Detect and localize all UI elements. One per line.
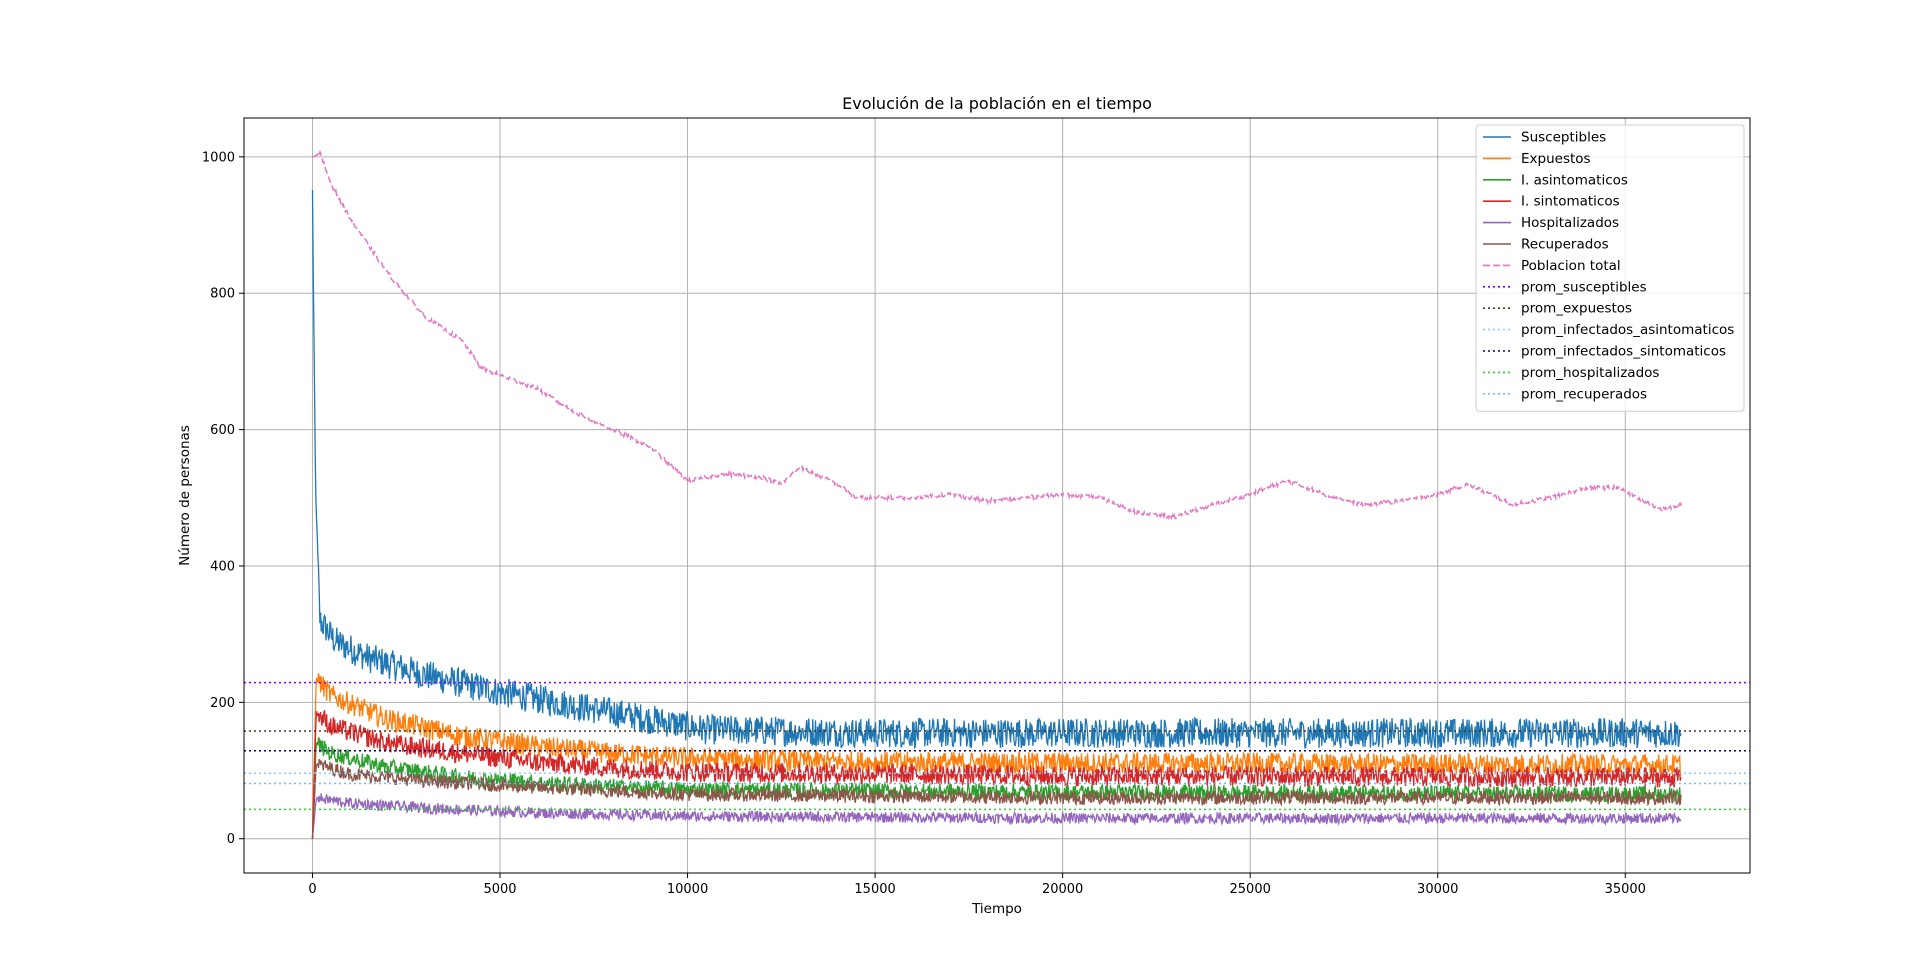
- series-recuperados-line: [311, 758, 1682, 839]
- legend-label: Susceptibles: [1521, 130, 1606, 146]
- series-hospitalizados-line: [311, 793, 1682, 839]
- x-tick-label: 30000: [1417, 882, 1458, 897]
- y-tick-label: 800: [210, 287, 235, 302]
- legend-label: I. sintomaticos: [1521, 194, 1620, 210]
- series-poblacion-total-line: [312, 149, 1683, 521]
- legend-label: prom_recuperados: [1521, 386, 1647, 402]
- y-tick-label: 200: [210, 696, 235, 711]
- x-tick-label: 20000: [1042, 882, 1083, 897]
- legend-label: Expuestos: [1521, 151, 1591, 167]
- chart-title: Evolución de la población en el tiempo: [842, 94, 1152, 113]
- x-axis-label: Tiempo: [971, 901, 1022, 917]
- y-axis-label: Número de personas: [177, 425, 193, 566]
- legend-label: Poblacion total: [1521, 258, 1621, 274]
- legend-label: prom_infectados_sintomaticos: [1521, 344, 1726, 360]
- legend-label: prom_hospitalizados: [1521, 365, 1659, 381]
- y-tick-label: 400: [210, 559, 235, 574]
- x-tick-label: 5000: [483, 882, 516, 897]
- legend-label: prom_infectados_asintomaticos: [1521, 322, 1734, 338]
- legend-label: prom_expuestos: [1521, 301, 1632, 317]
- legend-label: prom_susceptibles: [1521, 279, 1647, 295]
- x-tick-label: 15000: [854, 882, 895, 897]
- x-tick-label: 35000: [1605, 882, 1646, 897]
- x-tick-label: 25000: [1230, 882, 1271, 897]
- legend: Susceptibles Expuestos I. asintomaticos I. …: [1475, 124, 1745, 412]
- series-susceptibles-line: [311, 189, 1682, 750]
- series-i-sintomaticos-line: [311, 709, 1682, 839]
- y-tick-label: 1000: [202, 150, 235, 165]
- tick-layer: 0 5000 10000 15000 20000 25000 30000 35000 0 200 4…: [202, 150, 1646, 897]
- y-tick-label: 0: [227, 832, 235, 847]
- legend-label: Hospitalizados: [1521, 215, 1619, 231]
- legend-label: I. asintomaticos: [1521, 172, 1628, 188]
- series-expuestos-line: [311, 672, 1682, 839]
- series-layer: [244, 149, 1750, 839]
- axes-frame: [243, 117, 1751, 874]
- legend-box: [1475, 124, 1745, 412]
- legend-label: Recuperados: [1521, 237, 1609, 253]
- x-tick-label: 10000: [667, 882, 708, 897]
- x-tick-label: 0: [308, 882, 316, 897]
- y-tick-label: 600: [210, 423, 235, 438]
